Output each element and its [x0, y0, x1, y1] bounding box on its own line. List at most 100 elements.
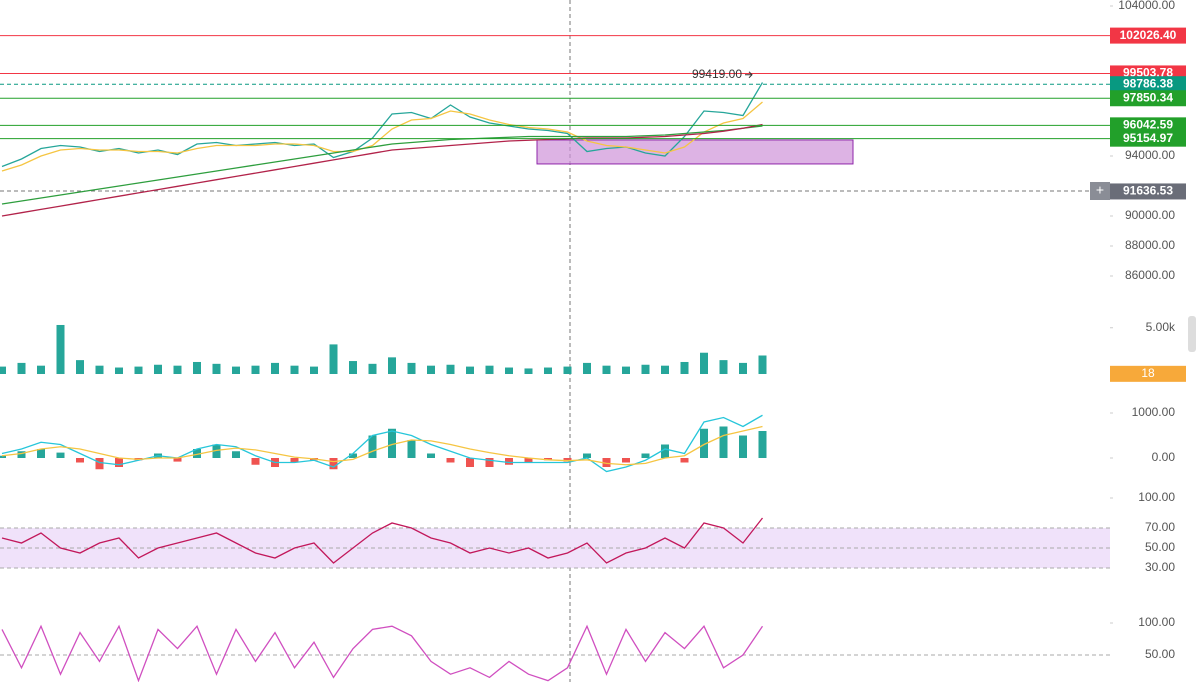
level-badge — [1110, 130, 1186, 147]
volume-bar — [95, 365, 104, 374]
macd-bar — [758, 431, 767, 458]
level-label: 91636.53 — [1123, 184, 1173, 198]
annotation-arrow — [745, 71, 753, 79]
volume-bar — [37, 365, 45, 374]
macd-bar — [485, 458, 494, 467]
series-line — [1, 125, 763, 205]
macd-bar — [446, 458, 455, 463]
series-line — [1, 517, 764, 564]
add-icon[interactable]: + — [1096, 182, 1104, 198]
volume-bar — [310, 366, 318, 374]
y-tick-label: 104000.00 — [1118, 0, 1175, 12]
y-tick-label: 94000.00 — [1125, 148, 1175, 162]
scroll-handle[interactable] — [1188, 316, 1196, 352]
volume-bar — [388, 357, 396, 374]
macd-bar — [505, 458, 513, 465]
macd-bar — [329, 458, 338, 470]
level-badge — [1110, 27, 1186, 44]
volume-bar — [368, 363, 377, 374]
level-label: 95154.97 — [1123, 131, 1173, 145]
macd-bar — [193, 449, 201, 458]
series-line — [1, 101, 763, 172]
series-line — [1, 123, 763, 217]
macd-bar — [17, 451, 26, 458]
volume-bar — [602, 365, 611, 374]
y-tick-label: 30.00 — [1145, 560, 1175, 574]
macd-bar — [368, 435, 377, 458]
level-label: 102026.40 — [1120, 28, 1177, 42]
y-tick-label: 100.00 — [1138, 490, 1175, 504]
volume-bar — [17, 362, 26, 374]
level-badge — [1110, 76, 1186, 93]
macd-bar — [700, 428, 708, 458]
volume-bar — [407, 362, 416, 374]
level-badge — [1110, 183, 1186, 200]
volume-bar — [661, 365, 669, 374]
series-line — [1, 624, 764, 682]
current-label: 18 — [1141, 366, 1155, 380]
macd-bar — [251, 458, 260, 465]
macd-bar — [427, 453, 435, 458]
macd-bar — [622, 458, 630, 463]
volume-bar — [739, 362, 747, 374]
macd-bar — [388, 428, 396, 458]
macd-bar — [95, 458, 104, 470]
volume-bar — [680, 361, 689, 374]
volume-bar — [212, 363, 221, 374]
price-annotation: 99419.00 — [692, 67, 742, 81]
macd-bar — [680, 458, 689, 463]
level-label: 99503.78 — [1123, 66, 1173, 80]
macd-bar — [37, 449, 45, 458]
macd-bar — [349, 453, 357, 458]
macd-bar — [739, 435, 747, 458]
y-tick-label: 0.00 — [1152, 450, 1176, 464]
volume-bar — [505, 367, 513, 374]
macd-bar — [407, 440, 416, 458]
volume-bar — [173, 365, 182, 374]
volume-bar — [154, 364, 162, 374]
macd-bar — [76, 458, 84, 463]
volume-bar — [700, 352, 708, 374]
y-tick-label: 70.00 — [1145, 520, 1175, 534]
volume-bar — [466, 366, 474, 374]
macd-bar — [466, 458, 474, 467]
macd-bar — [544, 458, 552, 461]
macd-bar — [524, 458, 533, 463]
volume-bar — [427, 365, 435, 374]
macd-bar — [719, 426, 728, 458]
volume-bar — [563, 366, 572, 374]
volume-bar — [641, 364, 650, 374]
y-tick-label: 50.00 — [1145, 540, 1175, 554]
volume-bar — [271, 362, 279, 374]
volume-bar — [76, 360, 84, 374]
y-tick-label: 1000.00 — [1132, 405, 1176, 419]
macd-bar — [115, 458, 123, 467]
volume-bar — [485, 365, 494, 374]
volume-bar — [583, 362, 591, 374]
macd-bar — [290, 458, 299, 463]
macd-bar — [173, 458, 182, 462]
add-button[interactable] — [1090, 182, 1110, 200]
volume-bar — [544, 367, 552, 374]
macd-bar — [212, 444, 221, 458]
level-label: 96042.59 — [1123, 118, 1173, 132]
macd-bar — [563, 458, 572, 462]
macd-bar — [232, 451, 240, 458]
volume-bar — [115, 367, 123, 374]
volume-bar — [251, 365, 260, 374]
volume-bar — [622, 366, 630, 374]
volume-bar — [56, 324, 65, 374]
macd-bar — [661, 444, 669, 458]
macd-bar — [583, 453, 591, 458]
volume-bar — [193, 361, 201, 374]
series-line — [1, 425, 763, 466]
volume-bar — [134, 366, 143, 374]
volume-bar — [329, 344, 338, 374]
level-label: 98786.38 — [1123, 76, 1173, 90]
level-badge — [1110, 90, 1186, 107]
range-zone — [536, 139, 854, 165]
macd-bar — [56, 452, 65, 458]
y-tick-label: 50.00 — [1145, 647, 1175, 661]
